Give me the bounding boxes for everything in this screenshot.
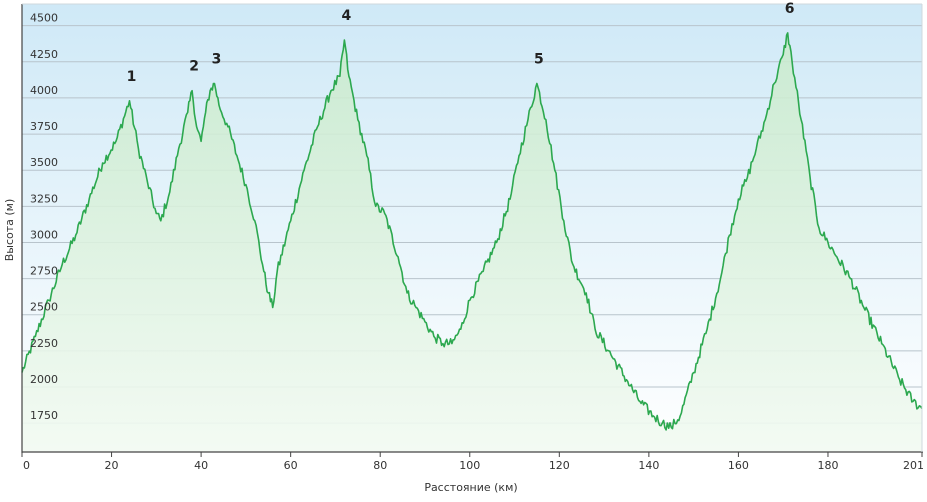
x-tick-label: 20 bbox=[105, 459, 119, 472]
x-tick-label: 120 bbox=[549, 459, 570, 472]
peak-label: 3 bbox=[212, 51, 222, 67]
peak-label: 4 bbox=[342, 8, 352, 24]
peak-label: 5 bbox=[534, 51, 544, 67]
y-tick-label: 3500 bbox=[30, 156, 58, 169]
y-tick-label: 2250 bbox=[30, 337, 58, 350]
elevation-line bbox=[21, 32, 923, 431]
y-tick-label: 2000 bbox=[30, 373, 58, 386]
x-tick-label: 40 bbox=[194, 459, 208, 472]
x-tick-labels: 0 20 40 60 80 100 120 140 160 180 201 bbox=[23, 459, 924, 472]
x-tick-label: 160 bbox=[728, 459, 749, 472]
y-tick-label: 2750 bbox=[30, 265, 58, 278]
x-axis-label: Расстояние (км) bbox=[424, 481, 517, 494]
y-tick-label: 3000 bbox=[30, 228, 58, 241]
peak-label: 1 bbox=[127, 69, 137, 85]
y-tick-label: 4250 bbox=[30, 48, 58, 61]
y-tick-label: 3250 bbox=[30, 192, 58, 205]
peak-label: 2 bbox=[189, 59, 199, 75]
y-tick-label: 1750 bbox=[30, 409, 58, 422]
x-tick-label: 100 bbox=[459, 459, 480, 472]
peak-label: 6 bbox=[785, 1, 795, 17]
x-tick-label: 80 bbox=[373, 459, 387, 472]
elevation-area bbox=[22, 32, 922, 453]
y-tick-labels: 4500 4250 4000 3750 3500 3250 3000 2750 2500 2250… bbox=[30, 12, 58, 422]
x-tick-label: 60 bbox=[284, 459, 298, 472]
axes bbox=[21, 3, 923, 457]
x-tick-label: 180 bbox=[817, 459, 838, 472]
y-tick-label: 4000 bbox=[30, 84, 58, 97]
y-tick-label: 2500 bbox=[30, 301, 58, 314]
y-tick-label: 3750 bbox=[30, 120, 58, 133]
x-tick-label: 140 bbox=[638, 459, 659, 472]
y-axis-label: Высота (м) bbox=[3, 199, 16, 262]
x-tick-label: 201 bbox=[903, 459, 924, 472]
x-tick-label: 0 bbox=[23, 459, 30, 472]
y-tick-label: 4500 bbox=[30, 12, 58, 25]
